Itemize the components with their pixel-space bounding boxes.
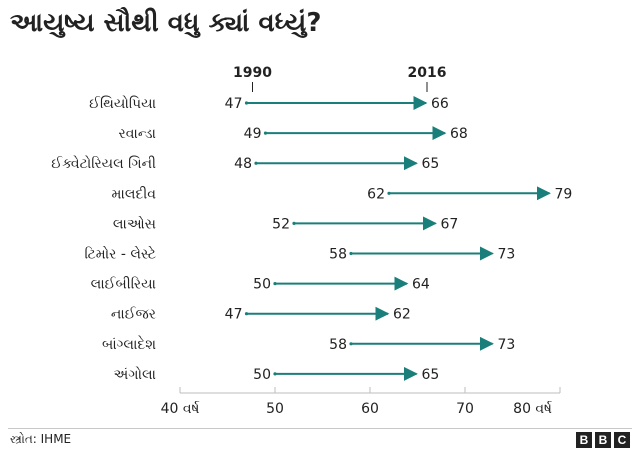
category-label: ઈક્વેટોરિયલ ગિની	[51, 155, 156, 172]
category-label: રવાન્ડા	[118, 126, 156, 142]
value-label-1990: 49	[244, 126, 262, 142]
value-label-1990: 47	[225, 96, 243, 112]
value-label-1990: 52	[272, 216, 290, 232]
x-tick-label: 50	[266, 401, 284, 417]
category-label: માલદીવ	[112, 186, 157, 202]
value-label-2016: 65	[422, 156, 440, 172]
category-label: ટિમોર - લેસ્ટે	[84, 245, 156, 262]
bbc-logo-letter-2: B	[595, 432, 611, 448]
x-tick-label: 40 વર્ષ	[161, 400, 200, 417]
value-label-2016: 67	[441, 216, 459, 232]
source-note: સ્ત્રોત: IHME	[10, 432, 72, 446]
value-label-1990: 58	[329, 337, 347, 353]
category-label: અંગોલા	[113, 366, 156, 383]
bbc-logo-letter-3: C	[614, 432, 630, 448]
category-label: ઈથિયોપિયા	[89, 95, 156, 112]
x-tick-label: 80 વર્ષ	[513, 400, 552, 417]
bbc-logo: B B C	[576, 432, 630, 448]
value-label-2016: 73	[498, 247, 516, 263]
value-label-1990: 50	[253, 277, 271, 293]
category-label: લાઈબીરિયા	[91, 277, 156, 293]
value-label-2016: 73	[498, 337, 516, 353]
category-label: બાંગ્લાદેશ	[102, 335, 156, 353]
value-label-1990: 47	[225, 307, 243, 323]
value-label-2016: 66	[431, 96, 449, 112]
value-label-2016: 79	[555, 186, 573, 202]
x-tick-label: 70	[456, 401, 474, 417]
value-label-2016: 64	[412, 277, 430, 293]
bbc-logo-letter-1: B	[576, 432, 592, 448]
footer-divider	[8, 428, 632, 429]
value-label-2016: 65	[422, 367, 440, 383]
x-tick-label: 60	[361, 401, 379, 417]
value-label-1990: 48	[234, 156, 252, 172]
series-label-2016: 2016	[408, 65, 447, 81]
value-label-2016: 62	[393, 307, 411, 323]
category-label: લાઓસ	[113, 215, 156, 232]
value-label-2016: 68	[450, 126, 468, 142]
chart-title: આયુષ્ય સૌથી વધુ ક્યાં વધ્યું?	[10, 8, 322, 38]
category-label: નાઈજર	[111, 307, 156, 323]
value-label-1990: 62	[367, 186, 385, 202]
series-label-1990: 1990	[233, 65, 272, 81]
value-label-1990: 58	[329, 247, 347, 263]
value-label-1990: 50	[253, 367, 271, 383]
